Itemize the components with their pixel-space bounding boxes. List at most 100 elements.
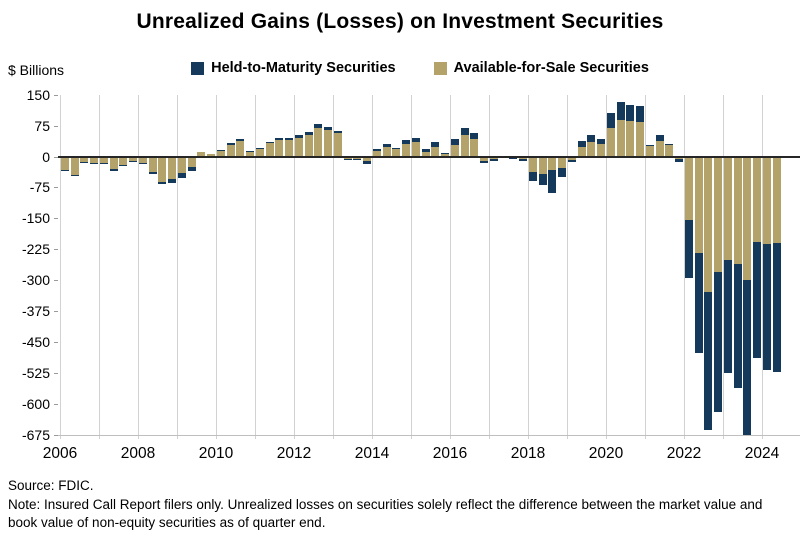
bar-segment-afs (119, 156, 128, 165)
year-gridline (216, 94, 217, 439)
bar-segment-afs (733, 156, 742, 264)
bar-segment-htm (538, 173, 547, 186)
bar-segment-afs (753, 156, 762, 242)
y-tick-label: -600 (21, 395, 50, 412)
bar-segment-htm (733, 263, 742, 389)
year-gridline (372, 94, 373, 439)
bar-segment-afs (207, 154, 216, 157)
bar-segment-htm (187, 167, 196, 171)
y-tick-label: 150 (26, 86, 50, 103)
bar-segment-afs (675, 156, 684, 159)
bar-segment-afs (168, 156, 177, 180)
year-gridline (411, 94, 412, 439)
x-tick-label: 2006 (42, 444, 78, 462)
bar-segment-afs (538, 156, 547, 174)
year-gridline (645, 94, 646, 439)
bar-segment-htm (265, 141, 274, 144)
bar-segment-htm (372, 149, 381, 151)
bar-segment-afs (616, 119, 625, 157)
bar-segment-htm (606, 113, 615, 129)
bar-segment-htm (411, 137, 420, 142)
bar-segment-htm (285, 138, 294, 141)
bar-segment-afs (226, 144, 235, 157)
bar-segment-htm (168, 179, 177, 184)
bar-segment-afs (324, 130, 333, 157)
x-tick-label: 2008 (120, 444, 156, 462)
legend-label-afs: Available-for-Sale Securities (453, 60, 649, 76)
bar-segment-htm (704, 291, 713, 431)
x-tick-label: 2010 (198, 444, 234, 462)
bar-segment-afs (246, 151, 255, 157)
bar-segment-afs (216, 150, 225, 157)
year-gridline (762, 94, 763, 439)
bar-segment-htm (382, 144, 391, 147)
y-tick-label: -300 (21, 272, 50, 289)
y-tick-mark-icon (54, 341, 58, 343)
y-axis-unit-label: $ Billions (8, 62, 65, 78)
year-gridline (60, 94, 61, 439)
bar-segment-afs (441, 153, 450, 157)
y-tick-label: -450 (21, 333, 50, 350)
x-tick-label: 2016 (432, 444, 468, 462)
bar-segment-afs (275, 139, 284, 157)
bar-segment-htm (684, 219, 693, 279)
year-gridline (99, 94, 100, 439)
bar-segment-afs (372, 150, 381, 157)
x-tick-label: 2024 (744, 444, 780, 462)
legend: Held-to-Maturity Securities Available-fo… (120, 60, 720, 76)
year-gridline (138, 94, 139, 439)
bar-segment-afs (421, 151, 430, 157)
bar-segment-afs (285, 140, 294, 157)
bar-segment-afs (548, 156, 557, 171)
bar-segment-htm (177, 172, 186, 178)
bar-segment-afs (314, 127, 323, 157)
bar-segment-htm (480, 160, 489, 164)
bar-segment-afs (684, 156, 693, 220)
bar-segment-afs (382, 146, 391, 157)
bar-segment-htm (675, 158, 684, 162)
x-tick-label: 2012 (276, 444, 312, 462)
bar-segment-afs (743, 156, 752, 281)
bar-segment-afs (265, 143, 274, 157)
bar-segment-afs (704, 156, 713, 292)
bar-segment-afs (762, 156, 771, 244)
bar-segment-afs (636, 121, 645, 157)
zero-line (58, 155, 800, 158)
year-gridline (255, 94, 256, 439)
bar-segment-afs (411, 141, 420, 157)
y-tick-label: 0 (42, 148, 50, 165)
y-tick-label: -150 (21, 210, 50, 227)
bar-segment-htm (275, 137, 284, 140)
x-tick-label: 2020 (588, 444, 624, 462)
bar-segment-htm (236, 138, 245, 141)
bar-segment-htm (645, 145, 654, 147)
year-gridline (528, 94, 529, 439)
year-gridline (450, 94, 451, 439)
bar-segment-afs (626, 121, 635, 157)
y-tick-mark-icon (54, 249, 58, 251)
bar-segment-afs (450, 144, 459, 157)
bar-segment-htm (109, 169, 118, 171)
bar-segment-afs (99, 156, 108, 163)
bar-segment-afs (723, 156, 732, 260)
year-gridline (723, 94, 724, 439)
bar-segment-htm (577, 140, 586, 147)
bar-segment-htm (421, 149, 430, 152)
y-tick-mark-icon (54, 434, 58, 436)
bar-segment-afs (431, 147, 440, 157)
source-text: Source: FDIC. (8, 478, 94, 493)
bar-segment-afs (519, 156, 528, 159)
bar-segment-afs (158, 156, 167, 183)
bar-segment-afs (197, 152, 206, 157)
note-text: Note: Insured Call Report filers only. U… (8, 497, 763, 530)
bar-segment-htm (470, 132, 479, 140)
y-tick-mark-icon (54, 403, 58, 405)
y-tick-mark-icon (54, 187, 58, 189)
y-tick-mark-icon (54, 125, 58, 127)
bar-segment-htm (304, 132, 313, 135)
bar-segment-htm (70, 174, 79, 176)
y-tick-label: -225 (21, 241, 50, 258)
bar-segment-afs (109, 156, 118, 170)
bar-segment-htm (255, 148, 264, 150)
